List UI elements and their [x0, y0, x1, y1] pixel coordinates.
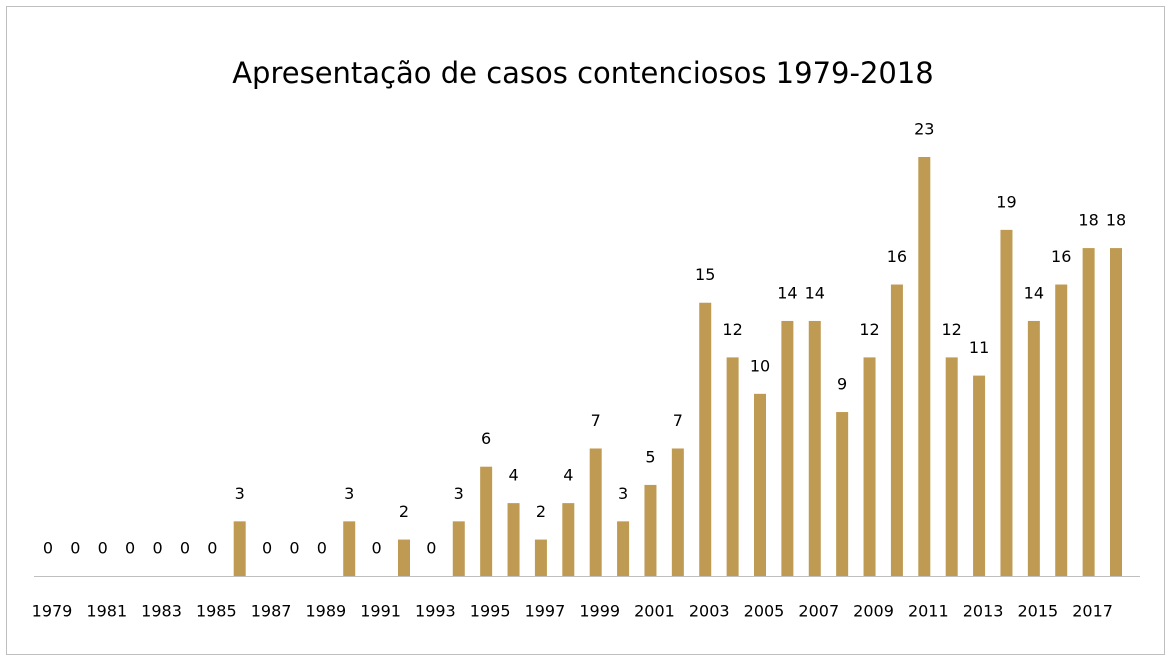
data-label: 16 [887, 247, 907, 266]
bar [973, 375, 986, 576]
x-tick-label: 2009 [853, 602, 894, 621]
x-tick-label: 1993 [415, 602, 456, 621]
x-tick-label: 2013 [963, 602, 1004, 621]
data-label: 5 [645, 447, 655, 466]
bar [233, 521, 246, 576]
bar [945, 357, 958, 576]
bar [1055, 284, 1068, 576]
x-tick-label: 1997 [525, 602, 566, 621]
data-label: 14 [805, 283, 825, 302]
bar [589, 448, 602, 576]
x-tick-label: 1987 [251, 602, 292, 621]
data-label: 3 [235, 484, 245, 503]
x-tick-label: 2005 [744, 602, 785, 621]
chart-border [6, 6, 1165, 655]
data-label: 23 [914, 120, 934, 139]
data-label: 15 [695, 265, 715, 284]
bar [1082, 248, 1095, 576]
x-tick-label: 1985 [196, 602, 237, 621]
x-tick-label: 1981 [86, 602, 127, 621]
bar [1110, 248, 1122, 576]
bar [507, 503, 520, 576]
bar [617, 521, 630, 576]
data-label: 10 [750, 356, 770, 375]
data-label: 12 [722, 320, 742, 339]
data-label: 0 [125, 539, 135, 558]
data-label: 0 [70, 539, 80, 558]
bar [699, 302, 712, 576]
data-label: 12 [942, 320, 962, 339]
x-tick-label: 2015 [1017, 602, 1058, 621]
bar [480, 466, 493, 576]
bar [836, 412, 849, 576]
data-label: 0 [207, 539, 217, 558]
data-label: 7 [673, 411, 683, 430]
data-label: 6 [481, 429, 491, 448]
data-label: 0 [98, 539, 108, 558]
x-tick-label: 2017 [1072, 602, 1113, 621]
data-label: 16 [1051, 247, 1071, 266]
bar [726, 357, 739, 576]
x-tick-label: 1989 [305, 602, 346, 621]
data-label: 3 [344, 484, 354, 503]
data-label: 0 [180, 539, 190, 558]
bar [890, 284, 903, 576]
bar [562, 503, 575, 576]
x-tick-label: 1983 [141, 602, 182, 621]
x-tick-label: 1995 [470, 602, 511, 621]
data-label: 4 [508, 466, 518, 485]
data-label: 14 [1024, 283, 1044, 302]
x-tick-label: 2011 [908, 602, 949, 621]
data-label: 0 [426, 539, 436, 558]
bar [1000, 229, 1013, 576]
data-label: 0 [43, 539, 53, 558]
bar [534, 539, 547, 576]
data-label: 3 [454, 484, 464, 503]
data-label: 2 [399, 502, 409, 521]
data-label: 0 [152, 539, 162, 558]
data-label: 0 [317, 539, 327, 558]
data-label: 11 [969, 338, 989, 357]
chart-title: Apresentação de casos contenciosos 1979-… [232, 56, 934, 90]
data-label: 18 [1078, 211, 1098, 230]
bar [343, 521, 356, 576]
data-label: 14 [777, 283, 797, 302]
bar [1027, 320, 1040, 576]
data-label: 19 [996, 192, 1016, 211]
data-label: 18 [1106, 211, 1126, 230]
data-label: 7 [591, 411, 601, 430]
bar [918, 157, 931, 576]
bar [808, 320, 821, 576]
bar [781, 320, 794, 576]
x-tick-label: 1991 [360, 602, 401, 621]
data-label: 2 [536, 502, 546, 521]
bar [671, 448, 684, 576]
x-tick-label: 1999 [579, 602, 620, 621]
data-label: 12 [859, 320, 879, 339]
bar [644, 484, 657, 576]
x-tick-label: 2001 [634, 602, 675, 621]
x-tick-label: 2007 [798, 602, 839, 621]
x-tick-label: 2003 [689, 602, 730, 621]
data-label: 0 [289, 539, 299, 558]
x-tick-label: 1979 [32, 602, 73, 621]
data-label: 0 [372, 539, 382, 558]
bar [398, 539, 410, 576]
data-label: 0 [262, 539, 272, 558]
bar [452, 521, 465, 576]
bar [863, 357, 876, 576]
data-label: 9 [837, 375, 847, 394]
data-label: 4 [563, 466, 573, 485]
bar [754, 393, 766, 576]
data-label: 3 [618, 484, 628, 503]
